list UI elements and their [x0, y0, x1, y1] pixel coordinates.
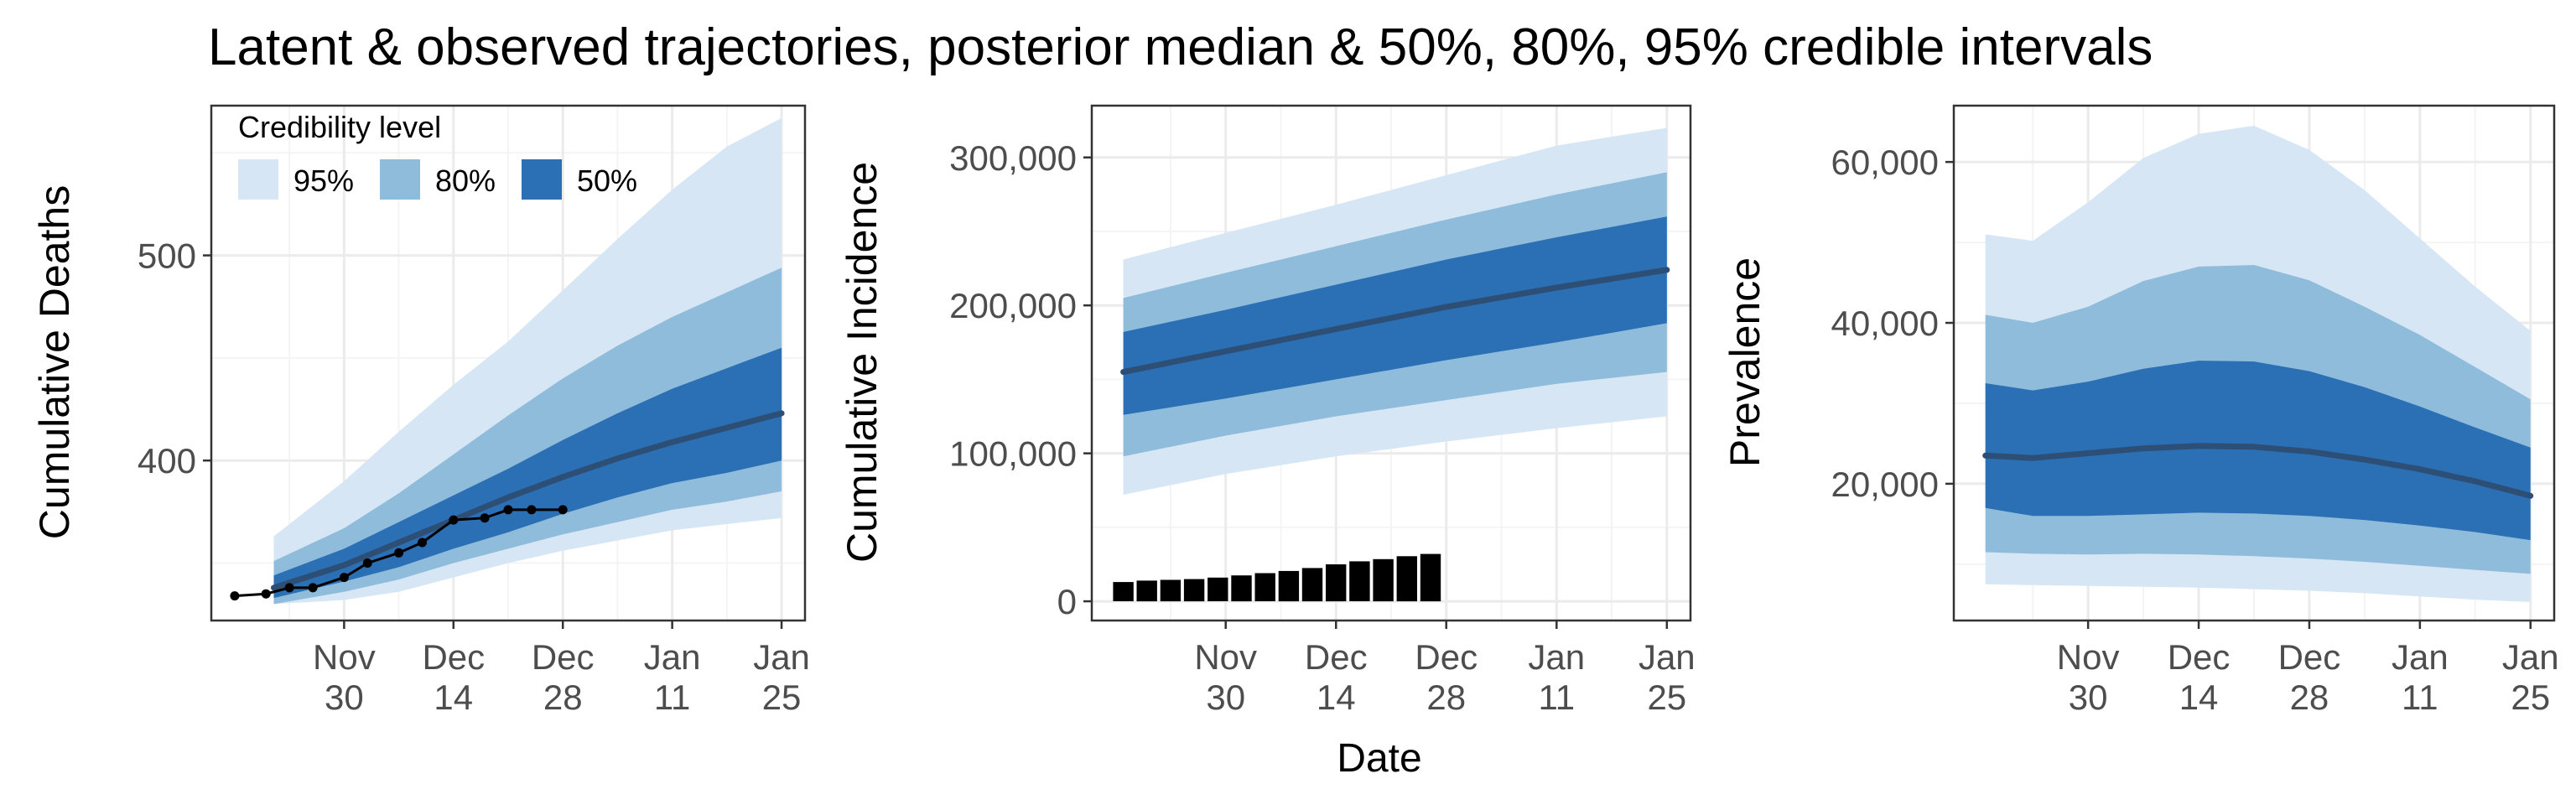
observed-bar [1183, 579, 1205, 602]
observed-data [230, 505, 568, 601]
shared-x-axis-title: Date [1337, 736, 1421, 781]
x-axis: Nov 30 Dec 14 Dec 28 Jan 11 Jan 25 [313, 621, 810, 717]
x-tick-label: Jan 25 [753, 637, 810, 717]
observed-data [1113, 553, 1441, 602]
x-tick-label: Nov 30 [2057, 637, 2120, 717]
legend-key-95 [238, 159, 278, 200]
x-tick-label: Jan 25 [1639, 637, 1696, 717]
y-tick-label: 20,000 [1831, 465, 1939, 504]
observed-point [418, 538, 427, 548]
observed-bar [1326, 564, 1347, 602]
panels: Nov 30 Dec 14 Dec 28 Jan 11 Jan 25 400 500 Cumulativ… [31, 104, 2559, 717]
legend-label: 50% [577, 164, 637, 198]
observed-bar [1396, 556, 1417, 602]
x-axis: Nov 30 Dec 14 Dec 28 Jan 11 Jan 25 [2057, 621, 2559, 717]
panel-border [210, 104, 807, 622]
median-line [1120, 267, 1670, 376]
observed-bar [1231, 575, 1252, 602]
y-tick-label: 500 [138, 236, 196, 276]
x-tick-label: Nov 30 [313, 637, 376, 717]
x-tick-label: Dec 28 [1415, 637, 1478, 717]
panel-border [1090, 104, 1692, 622]
observed-point [362, 558, 372, 568]
y-tick-label: 0 [1057, 582, 1077, 621]
x-tick-label: Dec 28 [532, 637, 595, 717]
x-tick-label: Dec 28 [2278, 637, 2341, 717]
y-axis-title: Prevalence [1722, 257, 1768, 467]
observed-point [284, 583, 294, 593]
y-tick-label: 400 [138, 441, 196, 480]
observed-point [558, 505, 568, 515]
observed-point [230, 591, 240, 601]
observed-bar [1301, 568, 1323, 602]
legend-label: 80% [435, 164, 496, 198]
panel-3: Nov 30 Dec 14 Dec 28 Jan 11 Jan 25 20,000 40,000 60,… [1722, 104, 2559, 717]
legend-key-80 [380, 159, 420, 200]
legend-label: 95% [293, 164, 354, 198]
x-tick-label: Dec 14 [422, 637, 485, 717]
figure-title: Latent & observed trajectories, posterio… [208, 18, 2153, 76]
x-tick-label: Nov 30 [1194, 637, 1257, 717]
observed-bar [1208, 577, 1228, 601]
legend: Credibility level 95% 80% 50% [238, 110, 637, 200]
observed-bar [1420, 553, 1441, 602]
y-tick-label: 40,000 [1831, 304, 1939, 343]
y-axis: 0 100,000 200,000 300,000 [949, 138, 1092, 621]
observed-point [308, 583, 318, 593]
observed-bar [1254, 573, 1275, 601]
credible-bands [271, 117, 785, 605]
y-axis: 20,000 40,000 60,000 [1831, 143, 1954, 504]
band-50 [273, 347, 782, 599]
y-axis-title: Cumulative Deaths [31, 185, 78, 539]
panel-2: Nov 30 Dec 14 Dec 28 Jan 11 Jan 25 0 100,000 200,000… [839, 104, 1696, 717]
observed-point [527, 505, 537, 515]
observed-point [480, 513, 490, 523]
panel-1: Nov 30 Dec 14 Dec 28 Jan 11 Jan 25 400 500 Cumulativ… [31, 104, 810, 717]
median-line [271, 410, 785, 591]
observed-point [449, 515, 459, 525]
y-tick-label: 60,000 [1831, 143, 1939, 182]
observed-bar [1278, 570, 1300, 602]
band-50 [1985, 361, 2531, 541]
observed-point [503, 505, 513, 515]
y-axis: 400 500 [138, 236, 211, 480]
legend-title: Credibility level [238, 110, 441, 144]
panel-border [1952, 104, 2556, 622]
x-tick-label: Jan 11 [2392, 637, 2449, 717]
observed-point [261, 589, 271, 599]
median-line [1982, 443, 2534, 499]
legend-key-50 [522, 159, 562, 200]
observed-bar [1349, 561, 1370, 601]
y-tick-label: 100,000 [949, 434, 1077, 474]
observed-bar [1373, 558, 1394, 602]
x-tick-label: Jan 25 [2502, 637, 2559, 717]
x-tick-label: Dec 14 [2168, 637, 2231, 717]
band-80 [273, 267, 782, 605]
observed-bar [1136, 580, 1157, 602]
x-tick-label: Dec 14 [1305, 637, 1368, 717]
credible-bands [1982, 126, 2534, 602]
y-axis-title: Cumulative Incidence [839, 162, 886, 563]
observed-bar [1113, 582, 1134, 601]
x-axis: Nov 30 Dec 14 Dec 28 Jan 11 Jan 25 [1194, 621, 1696, 717]
observed-point [339, 573, 349, 583]
y-tick-label: 300,000 [949, 138, 1077, 178]
observed-bar [1160, 579, 1182, 602]
y-tick-label: 200,000 [949, 286, 1077, 325]
credible-bands [1120, 127, 1670, 495]
observed-point [394, 548, 404, 558]
x-tick-label: Jan 11 [644, 637, 701, 717]
x-tick-label: Jan 11 [1528, 637, 1585, 717]
